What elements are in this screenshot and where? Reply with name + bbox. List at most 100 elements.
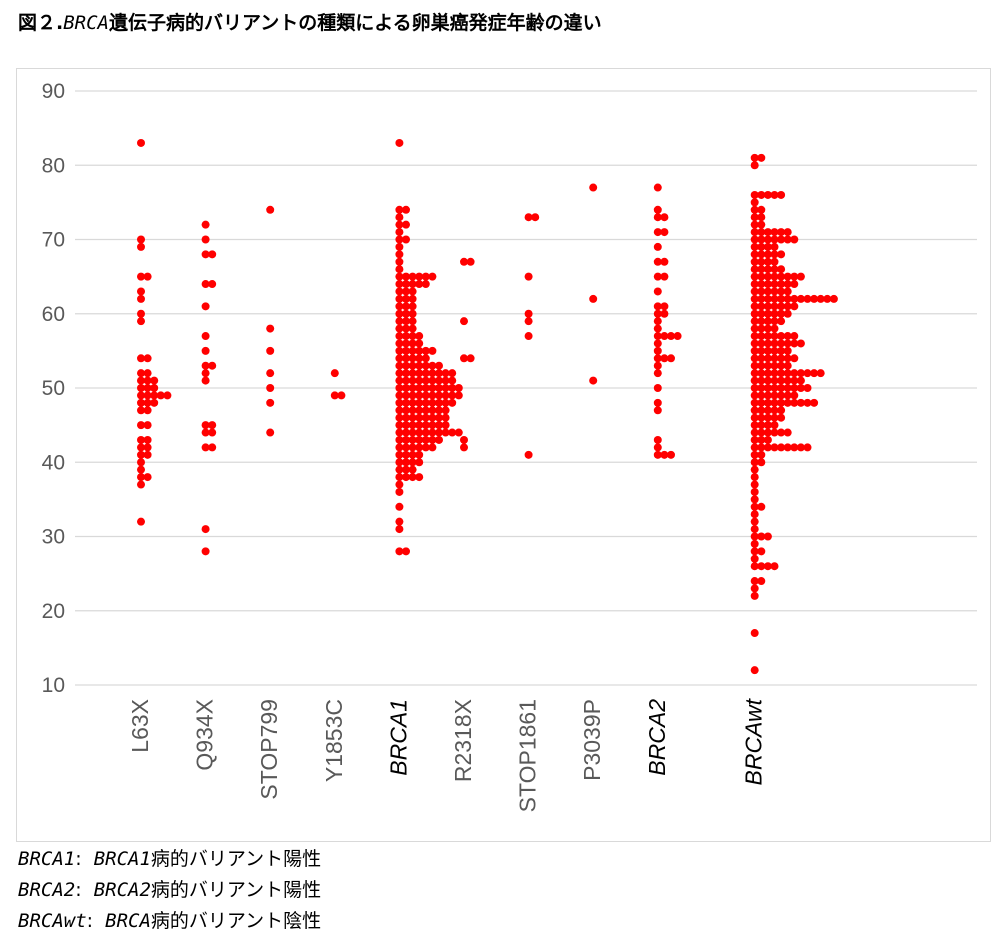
data-point <box>770 257 779 266</box>
data-point <box>266 398 275 407</box>
data-point <box>208 428 217 437</box>
data-point <box>757 190 766 199</box>
data-point <box>757 376 766 385</box>
data-point <box>408 272 417 281</box>
data-point <box>408 443 417 452</box>
data-point <box>201 361 210 370</box>
data-point <box>402 398 410 407</box>
data-point <box>395 250 404 259</box>
data-point <box>402 458 410 467</box>
data-point <box>421 428 430 437</box>
data-point <box>415 443 424 452</box>
data-point <box>750 324 759 333</box>
data-point <box>421 413 430 422</box>
data-point <box>201 346 210 355</box>
data-point <box>750 539 759 548</box>
data-point <box>402 435 410 444</box>
data-point <box>208 250 217 259</box>
data-point <box>428 391 437 400</box>
data-point <box>395 302 404 311</box>
note-brca2: BRCA2: BRCA2病的バリアント陽性 <box>18 875 321 906</box>
data-point <box>750 235 759 244</box>
data-point <box>763 339 772 348</box>
data-point <box>653 317 662 326</box>
data-point <box>395 213 404 222</box>
data-point <box>137 450 145 459</box>
data-point <box>435 428 443 437</box>
data-point <box>777 190 786 199</box>
data-point <box>137 287 145 296</box>
data-point <box>803 398 812 407</box>
data-point <box>750 332 759 341</box>
data-point <box>653 309 662 318</box>
data-point <box>395 354 404 363</box>
data-point <box>757 421 766 430</box>
data-point <box>402 302 410 311</box>
data-point <box>770 346 779 355</box>
data-point <box>750 317 759 326</box>
data-point <box>408 346 417 355</box>
data-point <box>750 242 759 251</box>
data-point <box>763 302 772 311</box>
data-point <box>770 339 779 348</box>
data-point <box>763 532 772 541</box>
data-point <box>137 235 145 244</box>
data-point <box>395 332 404 341</box>
data-point <box>770 391 779 400</box>
data-point <box>435 384 443 392</box>
data-point <box>750 584 759 593</box>
data-point <box>750 228 759 237</box>
data-point <box>137 354 145 363</box>
data-point <box>653 257 662 266</box>
data-point <box>750 213 759 222</box>
data-point <box>402 473 410 482</box>
data-point <box>763 265 772 274</box>
data-point <box>750 287 759 296</box>
data-point <box>653 435 662 444</box>
data-point <box>796 369 805 378</box>
data-point <box>770 443 779 452</box>
data-point <box>137 406 145 415</box>
data-point <box>415 369 424 378</box>
data-point <box>201 235 210 244</box>
data-point <box>408 450 417 459</box>
data-point <box>524 317 533 326</box>
data-point <box>428 428 437 437</box>
data-point <box>757 413 766 422</box>
data-point <box>796 294 805 303</box>
data-point <box>408 458 417 467</box>
note-text: 病的バリアント陽性 <box>150 848 322 870</box>
data-point <box>448 391 457 400</box>
data-point <box>750 398 759 407</box>
y-tick-label: 40 <box>42 451 65 474</box>
data-point <box>763 309 772 318</box>
data-point <box>143 391 152 400</box>
data-point <box>201 428 210 437</box>
data-point <box>421 272 430 281</box>
data-point <box>201 547 210 556</box>
data-point <box>415 398 424 407</box>
data-point <box>421 369 430 378</box>
y-tick-label: 20 <box>42 600 65 623</box>
data-point <box>395 242 404 251</box>
note-gene: BRCA <box>105 910 151 932</box>
data-point <box>448 428 457 437</box>
data-point <box>531 213 540 222</box>
data-point <box>770 309 779 318</box>
data-point <box>757 317 766 326</box>
data-point <box>653 332 662 341</box>
data-point <box>783 346 792 355</box>
data-point <box>816 369 825 378</box>
data-point <box>653 242 662 251</box>
data-point <box>421 406 430 415</box>
data-point <box>395 435 404 444</box>
figure-title-text: 遺伝子病的バリアントの種類による卵巣癌発症年齢の違い <box>108 12 602 34</box>
data-point <box>790 272 799 281</box>
data-point <box>415 406 424 415</box>
data-point <box>143 473 152 482</box>
data-point <box>803 384 812 392</box>
data-point <box>750 450 759 459</box>
data-point <box>763 391 772 400</box>
data-point <box>750 198 759 207</box>
data-point <box>750 487 759 496</box>
